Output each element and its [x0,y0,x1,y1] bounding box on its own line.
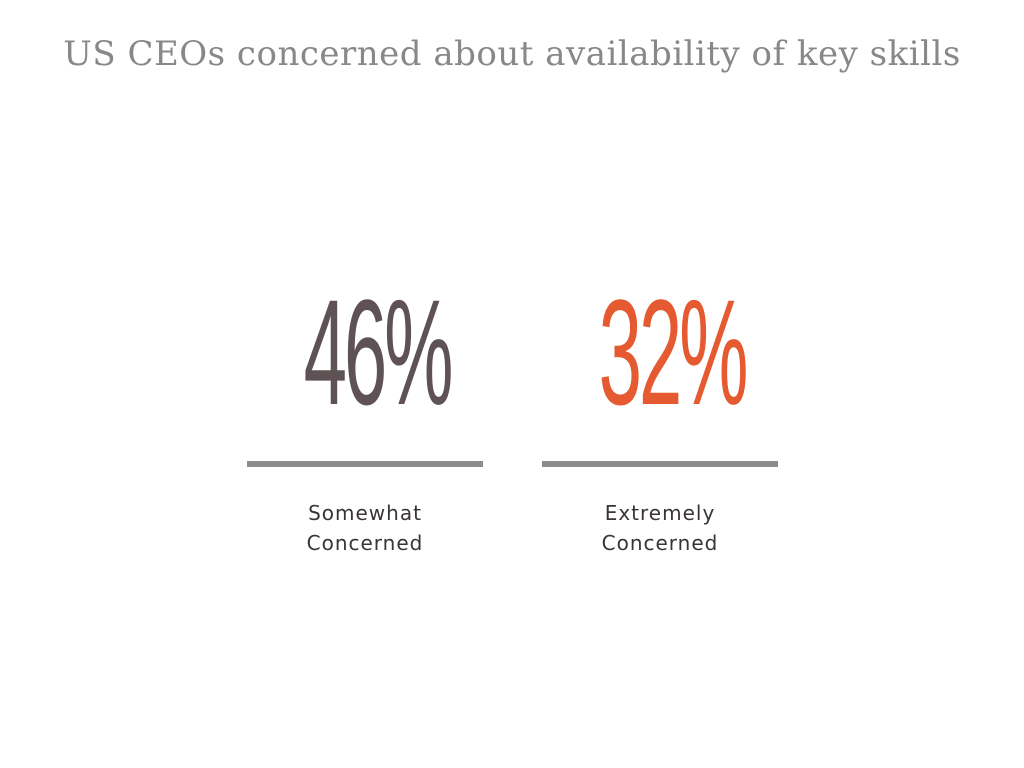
stat-label-line: Concerned [601,531,719,555]
stat-value-extremely: 32% [598,268,749,436]
stat-value-somewhat: 46% [303,268,454,436]
stat-label-extremely: Extremely Concerned [542,498,778,558]
stat-label-somewhat: Somewhat Concerned [247,498,483,558]
stat-label-line: Somewhat [308,501,422,525]
stat-label-line: Concerned [306,531,424,555]
stat-extremely-concerned: 32% Extremely Concerned [542,268,778,555]
stat-somewhat-concerned: 46% Somewhat Concerned [247,268,483,555]
stat-label-line: Extremely [604,501,716,525]
chart-title: US CEOs concerned about availability of … [63,34,961,74]
stat-divider [542,461,778,467]
stat-divider [247,461,483,467]
